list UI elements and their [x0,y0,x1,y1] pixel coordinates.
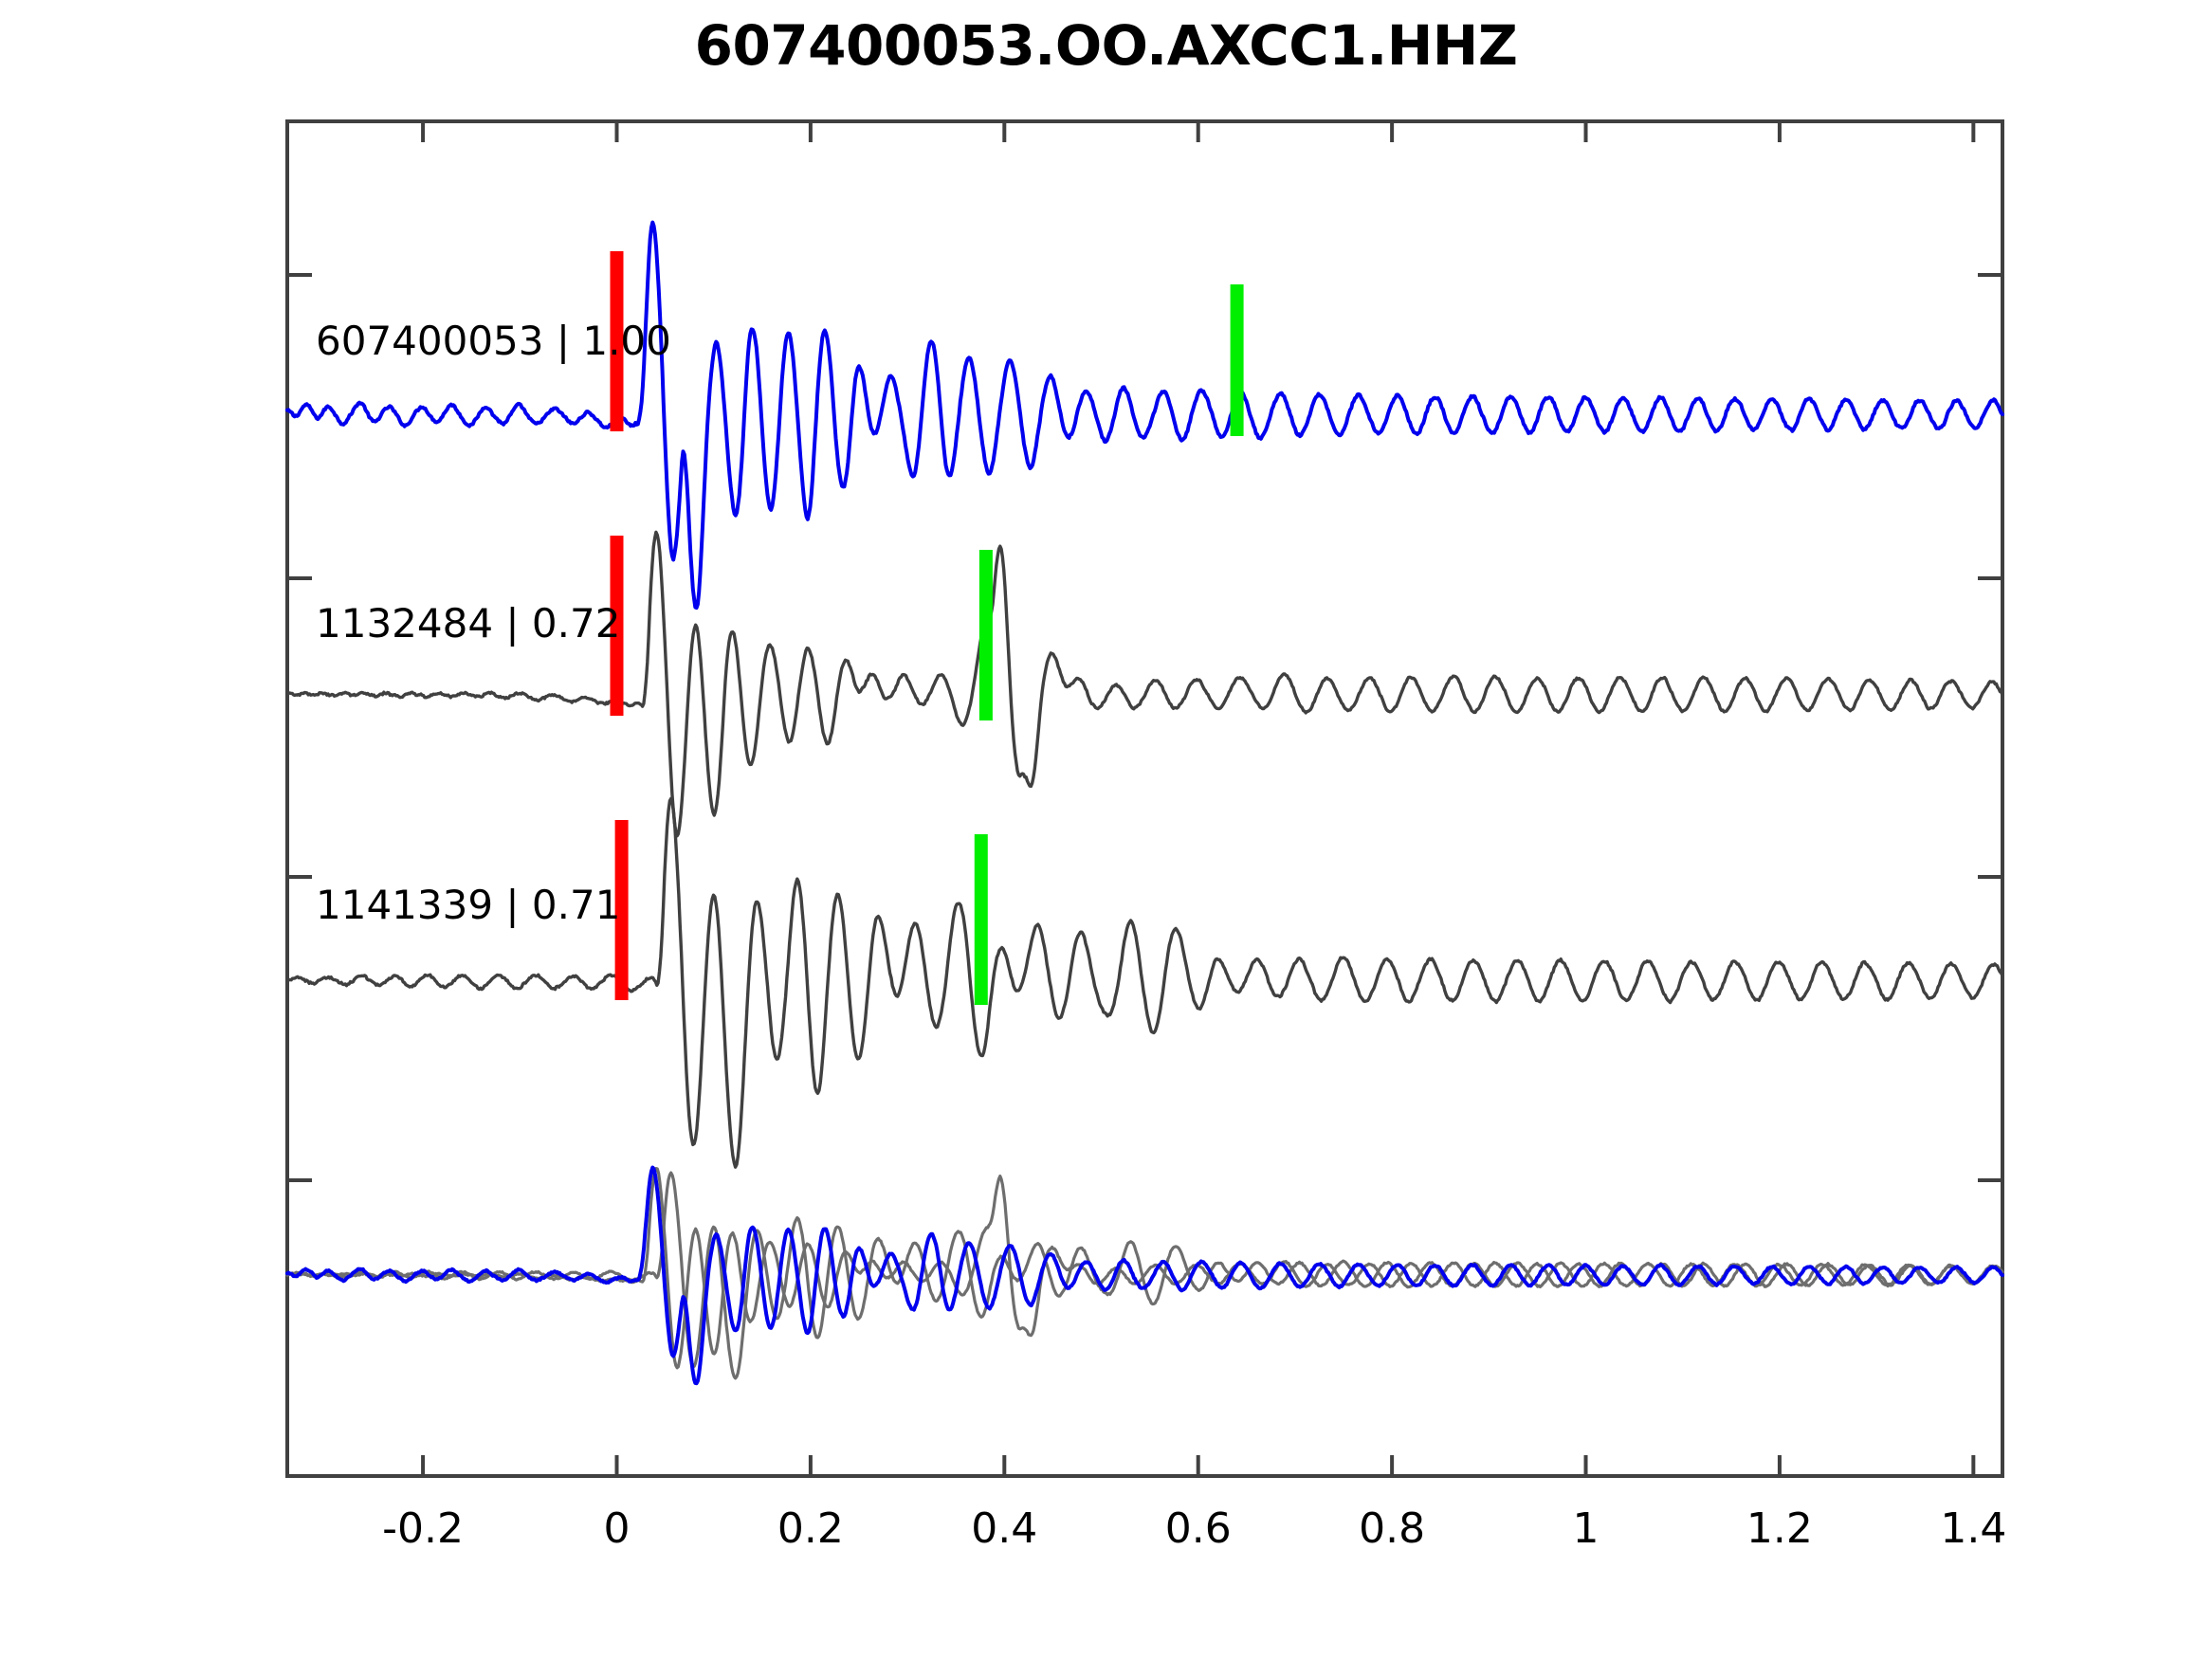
x-tick-label: 0.6 [1164,1504,1232,1553]
trace-label-0: 607400053 | 1.00 [316,318,671,364]
pick-end-marker-0[interactable] [1230,284,1244,436]
x-tick-label: 0.4 [971,1504,1038,1553]
trace-label-1: 1132484 | 0.72 [316,600,621,647]
figure-title: 607400053.OO.AXCC1.HHZ [694,13,1518,78]
trace-label-2: 1141339 | 0.71 [316,882,621,928]
pick-start-marker-1[interactable] [610,536,624,716]
x-tick-label: 0.2 [777,1504,844,1553]
waveform-trace-1 [285,530,2004,838]
x-tick-label: -0.2 [382,1504,465,1553]
x-tick-label: 1.4 [1940,1504,2007,1553]
stack-overlay-trace-1 [285,1166,2004,1370]
pick-end-marker-2[interactable] [974,834,988,1005]
pick-end-marker-1[interactable] [978,550,993,720]
x-tick-label: 1.2 [1746,1504,1813,1553]
x-tick-label: 0.8 [1359,1504,1426,1553]
pick-start-marker-0[interactable] [610,251,624,431]
x-tick-label: 1 [1572,1504,1600,1553]
waveform-trace-2 [285,796,2004,1169]
waveform-trace-0 [285,220,2004,611]
x-tick-label: 0 [603,1504,631,1553]
pick-start-marker-2[interactable] [614,820,629,1000]
stack-overlay-trace-0 [285,1165,2004,1386]
plot-frame [285,119,2004,1478]
